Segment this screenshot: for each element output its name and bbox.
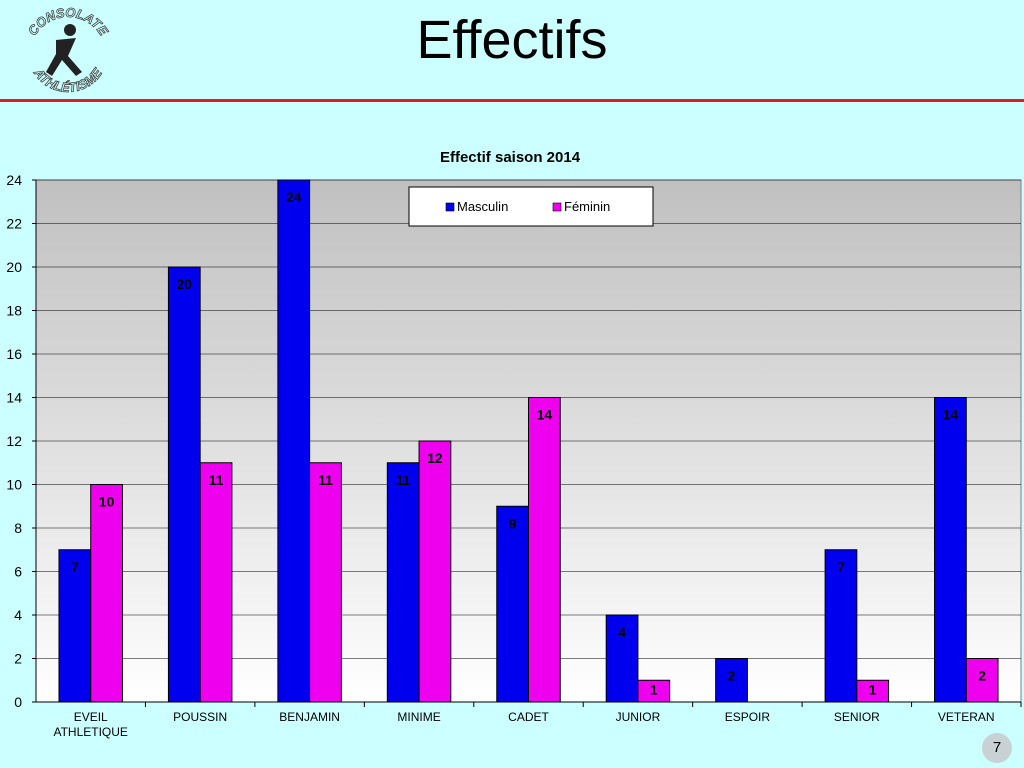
x-tick-label: BENJAMIN xyxy=(279,710,340,724)
data-label: 2 xyxy=(978,668,986,684)
y-tick-label: 22 xyxy=(6,216,22,232)
data-label: 1 xyxy=(869,681,877,697)
legend-box xyxy=(408,186,654,227)
chart-title: Effectif saison 2014 xyxy=(440,149,581,166)
y-tick-label: 0 xyxy=(14,694,22,710)
data-label: 20 xyxy=(177,276,193,292)
x-tick-label: MINIME xyxy=(397,710,440,724)
x-tick-label: CADET xyxy=(508,710,549,724)
y-tick-label: 4 xyxy=(14,607,22,623)
bar-feminin xyxy=(309,462,342,703)
data-label: 11 xyxy=(318,472,333,488)
data-label: 24 xyxy=(286,189,302,205)
x-tick-label: JUNIOR xyxy=(616,710,661,724)
x-tick-label: EVEIL xyxy=(74,710,108,724)
bar-masculin xyxy=(934,397,967,703)
y-tick-label: 12 xyxy=(6,433,22,449)
bar-feminin xyxy=(528,397,561,703)
data-label: 14 xyxy=(537,407,553,423)
legend-swatch-masculin xyxy=(445,202,455,212)
runner-logo-icon: CONSOLATE ATHLÉTISME xyxy=(24,4,111,95)
data-label: 12 xyxy=(427,450,443,466)
bar-masculin xyxy=(386,462,420,703)
y-tick-label: 16 xyxy=(6,346,22,362)
legend-label-masculin: Masculin xyxy=(457,199,508,214)
data-label: 7 xyxy=(837,559,845,575)
x-tick-label: ATHLETIQUE xyxy=(53,725,127,739)
club-logo: CONSOLATE ATHLÉTISME xyxy=(16,0,120,100)
page-number: 7 xyxy=(982,733,1012,763)
y-tick-label: 2 xyxy=(14,651,22,667)
data-label: 9 xyxy=(509,515,517,531)
bar-feminin xyxy=(965,658,999,703)
data-label: 11 xyxy=(209,472,224,488)
data-label: 1 xyxy=(650,681,658,697)
legend-swatch-feminin xyxy=(552,202,562,212)
y-tick-label: 8 xyxy=(14,520,22,536)
y-tick-label: 18 xyxy=(6,303,22,319)
bar-masculin xyxy=(605,614,639,703)
data-label: 10 xyxy=(99,494,115,510)
x-tick-label: VETERAN xyxy=(938,710,995,724)
data-label: 4 xyxy=(618,624,626,640)
axes: 024681012141618202224EVEILATHLETIQUEPOUS… xyxy=(6,172,1022,739)
x-tick-label: SENIOR xyxy=(834,710,880,724)
slide-title: Effectifs xyxy=(416,10,608,70)
x-tick-label: ESPOIR xyxy=(725,710,771,724)
bar-masculin xyxy=(824,549,858,703)
y-tick-label: 10 xyxy=(6,477,22,493)
title-divider xyxy=(0,99,1024,102)
bar-masculin xyxy=(496,505,529,703)
legend: Masculin Féminin xyxy=(408,186,654,227)
data-label: 2 xyxy=(728,668,736,684)
bar-masculin xyxy=(58,549,92,703)
bar-masculin xyxy=(167,266,201,703)
bar-feminin xyxy=(418,440,452,703)
bar-masculin xyxy=(277,179,311,703)
y-tick-label: 6 xyxy=(14,564,22,580)
bar-feminin xyxy=(90,484,123,703)
y-tick-label: 20 xyxy=(6,259,22,275)
y-tick-label: 14 xyxy=(6,390,22,406)
data-label: 7 xyxy=(71,559,79,575)
bar-feminin xyxy=(199,462,233,703)
legend-label-feminin: Féminin xyxy=(564,199,610,214)
data-label: 14 xyxy=(943,407,959,423)
data-label: 11 xyxy=(396,472,411,488)
x-tick-label: POUSSIN xyxy=(173,710,227,724)
y-tick-label: 24 xyxy=(6,172,22,188)
bar-masculin xyxy=(715,658,748,703)
